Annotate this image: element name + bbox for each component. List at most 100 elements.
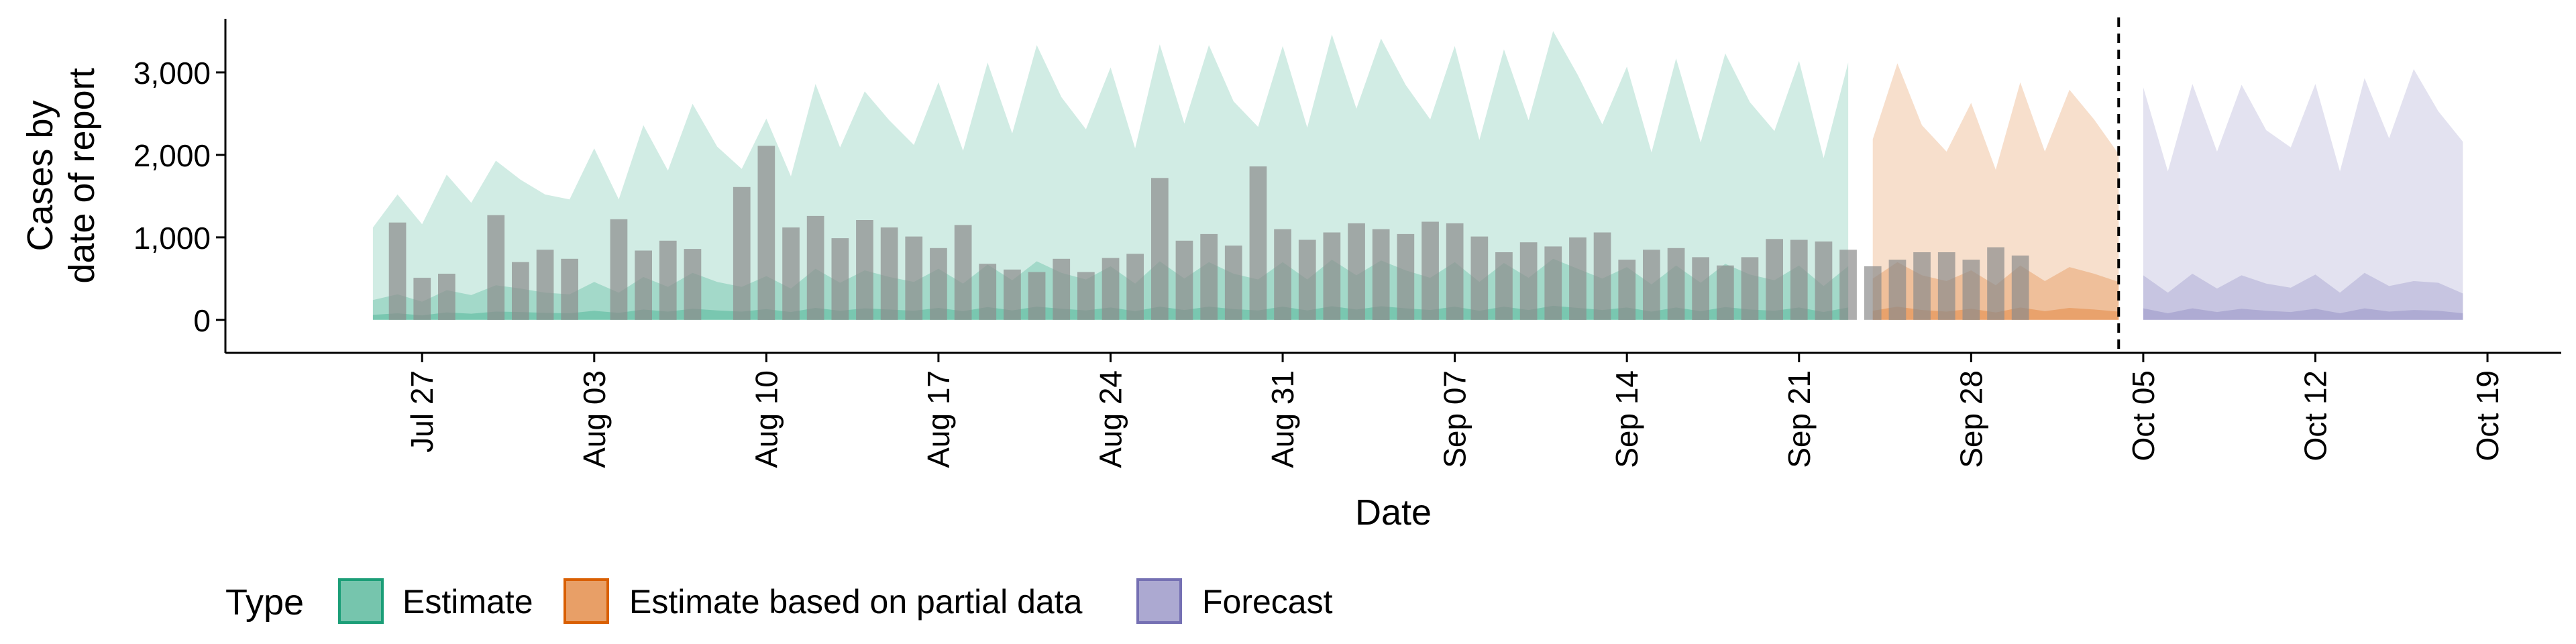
observed-case-bar [1126,254,1144,320]
observed-case-bar [1692,257,1709,320]
observed-case-bar [1274,229,1291,320]
legend-label-partial-estimate: Estimate based on partial data [629,583,1083,621]
observed-case-bar [757,146,775,320]
observed-case-bar [806,215,824,320]
observed-case-bar [1372,229,1390,320]
observed-case-bar [1519,242,1538,320]
legend-title: Type [225,582,304,623]
observed-case-bar [954,225,972,320]
observed-case-bar [1200,233,1218,320]
x-tick-label: Aug 24 [1093,370,1128,468]
forecast-outer-band [2143,69,2463,320]
legend-key-estimate [338,578,384,624]
y-tick-label: 2,000 [133,138,211,173]
observed-case-bar [1470,236,1489,320]
y-tick-label: 0 [193,303,211,338]
observed-case-bar [1446,223,1464,320]
x-tick-label: Sep 28 [1953,370,1988,468]
observed-case-bar [1102,258,1120,320]
observed-case-bar [905,236,923,320]
observed-case-bar [536,250,554,320]
observed-case-bar [635,250,652,320]
observed-case-bar [856,220,873,320]
observed-case-bar [733,186,751,320]
observed-case-bar [487,215,505,320]
legend-label-estimate: Estimate [402,583,533,621]
x-tick-label: Jul 27 [405,370,439,453]
observed-case-bar [1323,232,1341,320]
observed-case-bar [782,227,800,320]
legend: Type Estimate Estimate based on partial … [225,578,1333,624]
x-tick-label: Aug 10 [749,370,784,468]
forecast-middle-band [2143,272,2463,320]
observed-case-bar [438,274,455,320]
observed-case-bar [1151,178,1169,320]
y-tick-label: 3,000 [133,56,211,91]
observed-case-bar [1667,248,1685,320]
observed-case-bar [1249,166,1267,320]
x-tick-label: Oct 05 [2126,370,2161,462]
observed-case-bar [1004,269,1021,320]
observed-case-bar [1717,265,1734,320]
observed-case-bar [659,240,677,320]
observed-case-bar [1937,252,1955,320]
observed-case-bar [1569,237,1587,320]
observed-case-bar [1495,252,1513,320]
observed-case-bar [1913,252,1931,320]
observed-case-bar [610,219,628,320]
observed-case-bar [1224,246,1242,320]
x-tick-label: Oct 12 [2298,370,2333,462]
observed-case-bar [1077,272,1095,320]
y-axis-title-line-2: date of report [62,68,102,283]
observed-case-bar [512,262,529,320]
observed-case-bar [1053,258,1071,320]
y-axis-ticks: 0 1,000 2,000 3,000 [133,56,225,338]
observed-case-bar [413,278,431,320]
observed-case-bar [1028,272,1046,320]
observed-case-bar [1987,247,2004,320]
x-tick-label: Oct 19 [2470,370,2505,462]
observed-case-bar [831,238,849,320]
observed-case-bar [1741,257,1759,320]
y-axis-title: Cases by date of report [20,68,102,283]
observed-case-bar [1397,233,1415,320]
observed-case-bar [684,249,702,320]
observed-case-bar [1815,241,1833,320]
observed-case-bar [1962,260,1980,320]
observed-case-bar [979,264,997,320]
observed-case-bar [1348,223,1365,320]
observed-case-bars [388,146,2029,320]
x-tick-label: Sep 07 [1438,370,1472,468]
observed-case-bar [1175,240,1193,320]
x-tick-label: Sep 21 [1782,370,1817,468]
observed-case-bar [388,222,407,320]
y-tick-label: 1,000 [133,221,211,256]
observed-case-bar [2011,255,2029,320]
x-tick-label: Aug 31 [1265,370,1300,468]
observed-case-bar [930,248,947,320]
observed-case-bar [1766,239,1783,320]
legend-label-forecast: Forecast [1202,583,1333,621]
observed-case-bar [1839,250,1857,320]
observed-case-bar [561,258,578,320]
observed-case-bar [1888,260,1907,320]
legend-key-partial-estimate [564,578,609,624]
x-tick-label: Aug 17 [921,370,956,468]
observed-case-bar [1593,232,1611,320]
observed-case-bar [880,227,898,320]
legend-key-forecast [1136,578,1182,624]
x-axis-ticks: Jul 27 Aug 03 Aug 10 Aug 17 Aug 24 Aug 31 Sep … [405,353,2505,468]
forecast-inner-band [2143,308,2463,320]
observed-case-bar [1618,260,1636,320]
observed-case-bar [1298,239,1316,320]
observed-case-bar [1544,246,1562,320]
observed-case-bar [1790,239,1808,320]
x-tick-label: Aug 03 [577,370,612,468]
estimate-based-on-partial-data-outer-band [1872,63,2119,320]
y-axis-title-line-1: Cases by [20,100,60,251]
observed-case-bar [1643,250,1660,320]
observed-case-bar [1421,221,1439,320]
observed-case-bar [1864,266,1882,320]
x-tick-label: Sep 14 [1609,370,1644,468]
